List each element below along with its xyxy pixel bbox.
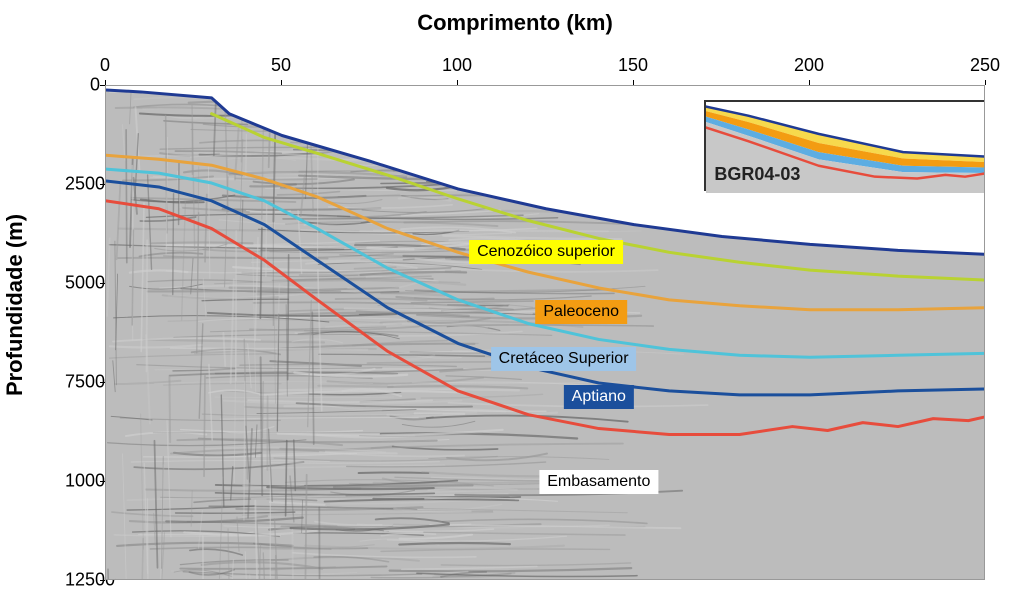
y-tick-label: 2500 [65, 174, 100, 195]
x-axis-title: Comprimento (km) [417, 10, 613, 36]
layer-label-cretaceo: Cretáceo Superior [491, 347, 637, 371]
y-tick-label: 12500 [65, 570, 100, 591]
x-tick-label: 50 [271, 55, 291, 76]
layer-label-paleoceno: Paleoceno [535, 300, 627, 324]
x-tick-label: 100 [442, 55, 472, 76]
inset-label: BGR04-03 [714, 164, 800, 185]
layer-label-cenozoico: Cenozóico superior [469, 240, 623, 264]
y-axis-title: Profundidade (m) [2, 214, 28, 396]
x-tick-label: 250 [970, 55, 1000, 76]
plot-area: Cenozóico superior Paleoceno Cretáceo Supe… [105, 85, 985, 580]
x-tick-label: 200 [794, 55, 824, 76]
x-tick-label: 150 [618, 55, 648, 76]
layer-label-embasamento: Embasamento [539, 470, 658, 494]
y-tick-label: 10000 [65, 471, 100, 492]
x-tick-label: 0 [100, 55, 110, 76]
y-tick-label: 0 [65, 75, 100, 96]
seismic-cross-section: Comprimento (km) Profundidade (m) 050100… [25, 10, 1005, 600]
inset-panel: BGR04-03 [704, 100, 985, 191]
y-tick-label: 5000 [65, 273, 100, 294]
y-tick-label: 7500 [65, 372, 100, 393]
layer-label-aptiano: Aptiano [564, 385, 634, 409]
